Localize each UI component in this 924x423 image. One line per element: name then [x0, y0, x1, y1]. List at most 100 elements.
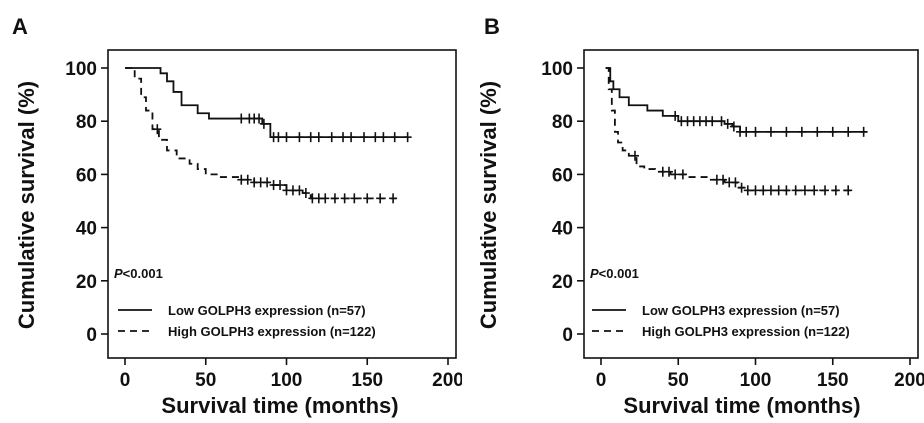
censor-mark	[791, 185, 800, 196]
y-tick-label: 100	[65, 59, 97, 80]
p-value-text-b: <0.001	[599, 266, 639, 281]
censor-mark	[797, 126, 806, 137]
censor-mark	[274, 132, 283, 143]
y-tick-label: 40	[552, 219, 573, 240]
legend-label-low-b: Low GOLPH3 expression (n=57)	[642, 303, 840, 318]
censor-mark	[237, 113, 246, 124]
censor-mark	[678, 169, 687, 180]
censor-mark	[731, 177, 740, 188]
km-chart-a: A 0 50 100 150 200 0 20 40 60 80 100 Survival tim…	[12, 14, 462, 418]
x-tick-label: 200	[894, 370, 924, 391]
censor-mark	[708, 116, 717, 127]
series-line-high	[605, 67, 853, 192]
x-axis-title-a: Survival time (months)	[161, 393, 398, 418]
censor-mark	[759, 185, 768, 196]
censor-mark	[379, 132, 388, 143]
plot-frame	[583, 49, 919, 359]
censor-mark	[327, 132, 336, 143]
y-tick-label: 60	[76, 165, 97, 186]
km-panel-b: B 0 50 100 150 200 0 20 40 60 80 100 Survival tim…	[462, 0, 924, 423]
censor-mark	[737, 182, 746, 193]
x-tick-label: 200	[432, 370, 462, 391]
y-tick-label: 100	[541, 59, 573, 80]
censor-mark	[330, 193, 339, 204]
y-tick-label: 80	[552, 112, 573, 133]
censor-mark	[774, 185, 783, 196]
censor-mark	[306, 132, 315, 143]
panel-letter-a: A	[12, 14, 28, 39]
censor-mark	[403, 132, 412, 143]
censor-mark	[723, 118, 732, 129]
censor-mark	[340, 193, 349, 204]
censor-mark	[371, 132, 380, 143]
censor-mark	[259, 118, 268, 129]
censor-mark	[389, 193, 398, 204]
y-tick-label: 0	[86, 325, 97, 346]
censor-mark	[751, 126, 760, 137]
x-tick-label: 150	[351, 370, 383, 391]
censor-mark	[671, 169, 680, 180]
censor-mark	[671, 110, 680, 121]
censor-mark	[630, 150, 639, 161]
censor-mark	[263, 177, 272, 188]
censor-mark	[751, 185, 760, 196]
panel-letter-b: B	[484, 14, 500, 39]
p-value-italic-a: P	[114, 266, 123, 281]
censor-mark	[295, 185, 304, 196]
series-line-low	[605, 67, 867, 133]
legend-b: Low GOLPH3 expression (n=57) High GOLPH3…	[592, 303, 850, 339]
series-line-low	[125, 67, 408, 139]
x-tick-label: 50	[195, 370, 216, 391]
p-value-b: P<0.001	[590, 266, 639, 281]
y-tick-label: 40	[76, 219, 97, 240]
censor-mark	[376, 193, 385, 204]
censor-mark	[243, 174, 252, 185]
censor-mark	[314, 132, 323, 143]
legend-label-low-a: Low GOLPH3 expression (n=57)	[168, 303, 366, 318]
series-line-high	[125, 67, 397, 200]
p-value-italic-b: P	[590, 266, 599, 281]
censor-mark	[821, 185, 830, 196]
km-chart-b: B 0 50 100 150 200 0 20 40 60 80 100 Survival tim…	[476, 14, 924, 418]
censor-mark	[295, 132, 304, 143]
censor-mark	[742, 126, 751, 137]
legend-label-high-a: High GOLPH3 expression (n=122)	[168, 324, 376, 339]
y-tick-label: 80	[76, 112, 97, 133]
plot-frame	[107, 49, 457, 359]
censor-mark	[813, 126, 822, 137]
censor-mark	[859, 126, 868, 137]
censor-mark	[390, 132, 399, 143]
censor-mark	[363, 193, 372, 204]
censor-mark	[347, 132, 356, 143]
censor-mark	[282, 132, 291, 143]
legend-a: Low GOLPH3 expression (n=57) High GOLPH3…	[118, 303, 376, 339]
x-tick-label: 50	[668, 370, 689, 391]
censor-mark	[844, 126, 853, 137]
x-tick-group-a: 0 50 100 150 200	[120, 358, 462, 391]
censor-mark	[782, 185, 791, 196]
censor-mark	[810, 185, 819, 196]
censor-mark	[729, 121, 738, 132]
censor-mark	[301, 188, 310, 199]
censor-mark	[743, 185, 752, 196]
y-tick-label: 60	[552, 165, 573, 186]
y-tick-label: 20	[76, 272, 97, 293]
y-axis-title-b: Cumulative survival (%)	[476, 81, 501, 329]
y-tick-group-b: 0 20 40 60 80 100	[541, 59, 584, 346]
censor-mark	[766, 126, 775, 137]
y-tick-label: 20	[552, 272, 573, 293]
x-tick-label: 100	[740, 370, 772, 391]
x-axis-title-b: Survival time (months)	[623, 393, 860, 418]
x-tick-label: 150	[817, 370, 849, 391]
censor-mark	[766, 185, 775, 196]
km-panel-a: A 0 50 100 150 200 0 20 40 60 80 100 Survival tim…	[12, 14, 462, 418]
censor-mark	[153, 124, 162, 135]
censor-mark	[844, 185, 853, 196]
censor-mark	[828, 126, 837, 137]
censor-mark	[719, 174, 728, 185]
censor-mark	[339, 132, 348, 143]
y-tick-label: 0	[562, 325, 573, 346]
x-tick-label: 0	[596, 370, 607, 391]
censor-mark	[831, 185, 840, 196]
y-axis-title-a: Cumulative survival (%)	[14, 81, 39, 329]
